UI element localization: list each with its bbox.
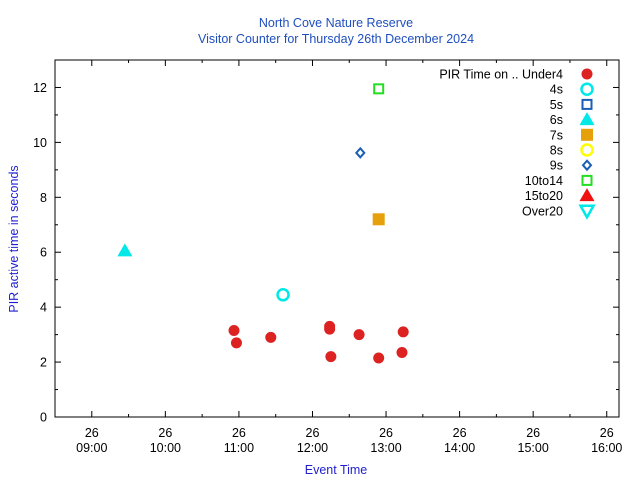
y-tick-label: 2 [40, 356, 47, 370]
y-tick-label: 0 [40, 411, 47, 425]
legend-marker-6s [579, 112, 595, 126]
x-tick-label-time: 13:00 [370, 441, 401, 455]
data-point-6s [117, 243, 133, 257]
data-point-4s [276, 288, 290, 302]
x-tick-label-time: 15:00 [518, 441, 549, 455]
x-axis-label: Event Time [305, 463, 368, 477]
legend-marker-9s [581, 159, 593, 172]
plot-area-border [54, 59, 620, 418]
legend-marker-15to20 [579, 188, 595, 202]
legend-label: 15to20 [525, 189, 563, 203]
legend-label: 10to14 [525, 174, 563, 188]
legend-marker-5s [581, 98, 593, 110]
legend-marker-4s [580, 82, 594, 96]
x-tick-label-time: 12:00 [297, 441, 328, 455]
x-tick-label-day: 26 [158, 426, 172, 440]
legend-label: 7s [550, 128, 563, 142]
legend-label: 4s [550, 83, 563, 97]
data-point-under4 [397, 326, 409, 338]
legend-marker-7s [581, 128, 593, 141]
data-point-under4 [325, 351, 337, 363]
legend-marker-under4 [581, 68, 593, 80]
data-point-under4 [373, 352, 385, 364]
y-tick-label: 12 [33, 81, 47, 95]
x-tick-label-day: 26 [306, 426, 320, 440]
x-tick-label-day: 26 [600, 426, 614, 440]
x-tick-label-time: 11:00 [224, 441, 254, 455]
legend-marker-over20 [578, 204, 596, 220]
x-tick-label-time: 14:00 [444, 441, 475, 455]
chart-title: North Cove Nature Reserve [259, 16, 413, 30]
data-points [117, 83, 409, 364]
x-tick-label-time: 16:00 [591, 441, 622, 455]
data-point-under4 [396, 346, 408, 358]
legend-marker-8s [580, 143, 594, 157]
legend-label: 8s [550, 144, 563, 158]
x-tick-label-day: 26 [379, 426, 393, 440]
y-tick-label: 6 [40, 246, 47, 260]
data-point-under4 [324, 323, 336, 335]
legend-label: PIR Time on .. Under4 [439, 68, 563, 82]
y-axis-label: PIR active time in seconds [7, 165, 21, 312]
y-tick-label: 8 [40, 191, 47, 205]
legend-marker-10to14 [581, 174, 593, 186]
x-tick-label-day: 26 [85, 426, 99, 440]
data-point-10to14 [373, 83, 385, 95]
axis-ticks: 0246810122609:002610:002611:002612:00261… [33, 59, 622, 455]
legend-label: 5s [550, 98, 563, 112]
legend-label: 6s [550, 113, 563, 127]
data-point-under4 [265, 331, 277, 343]
data-point-7s [372, 213, 385, 226]
data-point-under4 [353, 329, 365, 341]
x-tick-label-day: 26 [453, 426, 467, 440]
chart-subtitle: Visitor Counter for Thursday 26th Decemb… [198, 32, 474, 46]
x-tick-label-day: 26 [526, 426, 540, 440]
y-tick-label: 10 [33, 136, 47, 150]
y-tick-label: 4 [40, 301, 47, 315]
data-point-9s [354, 146, 366, 159]
data-point-under4 [228, 324, 240, 336]
data-point-under4 [230, 337, 242, 349]
x-tick-label-time: 09:00 [76, 441, 107, 455]
x-tick-label-time: 10:00 [150, 441, 181, 455]
x-tick-label-day: 26 [232, 426, 246, 440]
legend-label: 9s [550, 159, 563, 173]
legend-label: Over20 [522, 204, 563, 218]
